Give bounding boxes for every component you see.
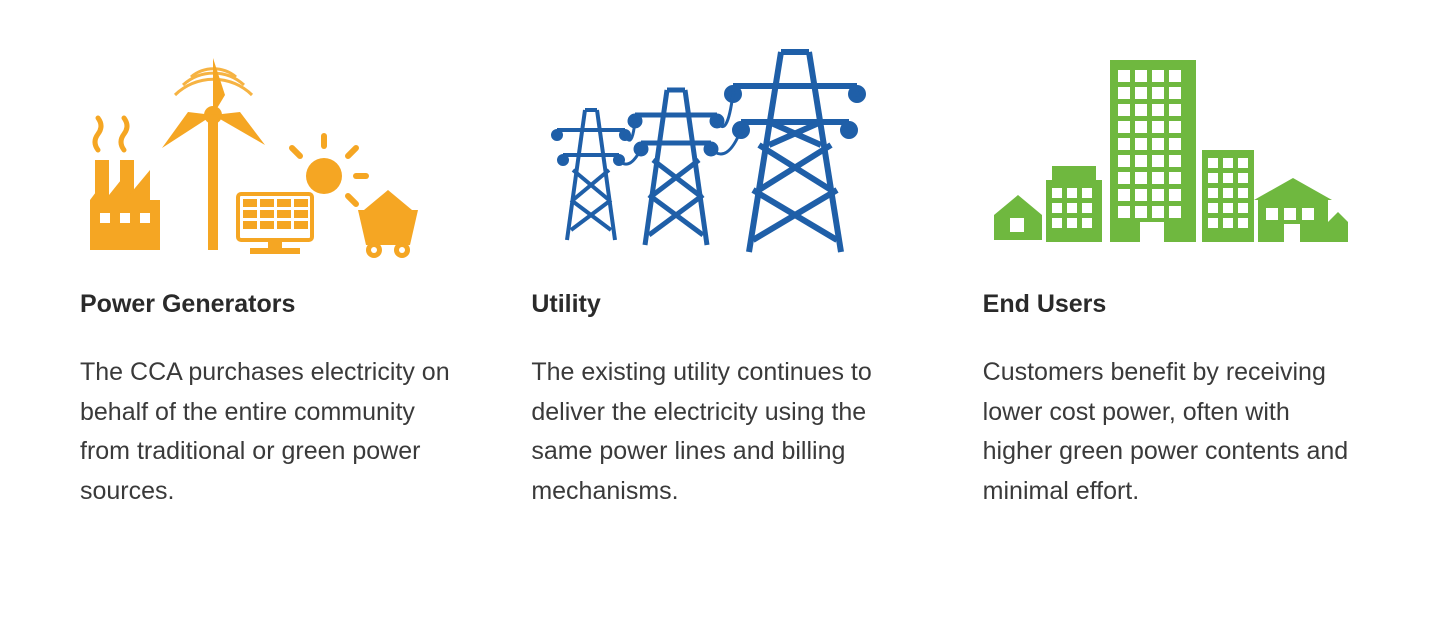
column-body: The CCA purchases electricity on behalf … xyxy=(80,353,451,511)
infographic-columns: Power Generators The CCA purchases elect… xyxy=(80,40,1354,511)
column-heading: Power Generators xyxy=(80,290,451,319)
column-power-generators: Power Generators The CCA purchases elect… xyxy=(80,40,451,511)
column-heading: End Users xyxy=(983,290,1354,319)
power-generators-icon xyxy=(80,40,451,260)
column-heading: Utility xyxy=(531,290,902,319)
column-utility: Utility The existing utility continues t… xyxy=(531,40,902,511)
utility-towers-icon xyxy=(531,40,902,260)
end-users-buildings-icon xyxy=(983,40,1354,260)
column-body: The existing utility continues to delive… xyxy=(531,353,902,511)
column-body: Customers benefit by receiving lower cos… xyxy=(983,353,1354,511)
column-end-users: End Users Customers benefit by receiving… xyxy=(983,40,1354,511)
